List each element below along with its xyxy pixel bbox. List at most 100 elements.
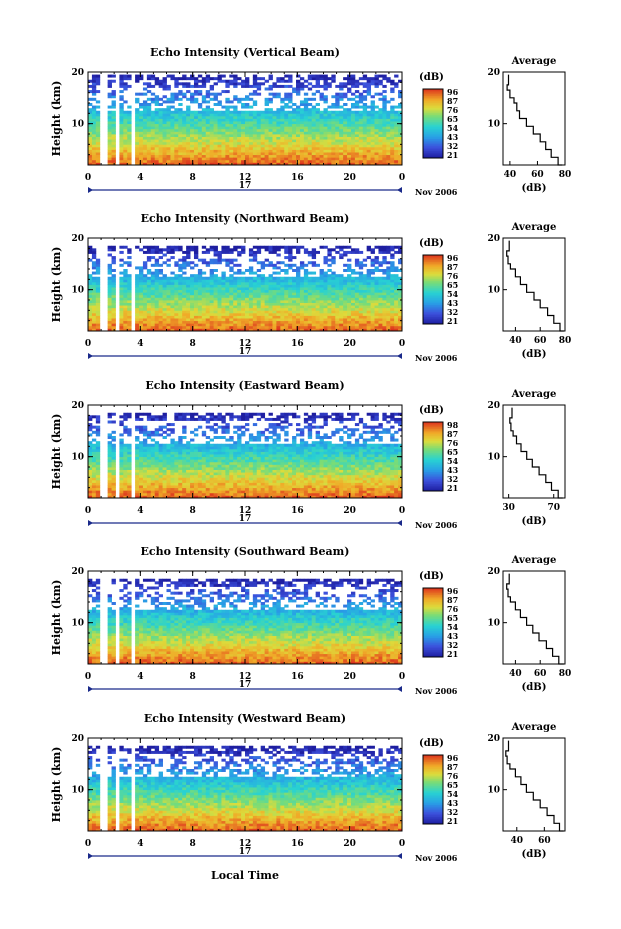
- heatmap-cell: [201, 323, 207, 327]
- heatmap-cell: [386, 297, 391, 301]
- heatmap-cell: [190, 95, 195, 99]
- heatmap-cell: [162, 108, 167, 112]
- heatmap-cell: [201, 281, 207, 285]
- heatmap-cell: [221, 136, 226, 140]
- colorbar-unit: (dB): [419, 238, 444, 249]
- heatmap-cell: [186, 248, 191, 252]
- heatmap-cell: [374, 294, 379, 298]
- heatmap-cell: [292, 279, 297, 283]
- heatmap-cell: [182, 320, 187, 324]
- heatmap-cell: [280, 154, 285, 158]
- heatmap-cell: [221, 115, 226, 119]
- heatmap-cell: [264, 325, 269, 329]
- heatmap-cell: [390, 325, 395, 329]
- heatmap-cell: [139, 323, 144, 327]
- heatmap-cell: [146, 448, 152, 452]
- heatmap-cell: [174, 487, 179, 491]
- heatmap-cell: [158, 302, 163, 306]
- heatmap-cell: [272, 131, 277, 135]
- heatmap-cell: [307, 297, 313, 301]
- heatmap-cell: [107, 139, 112, 143]
- heatmap-cell: [252, 289, 258, 293]
- heatmap-cell: [319, 74, 324, 78]
- heatmap-cell: [347, 131, 352, 135]
- heatmap-cell: [343, 157, 348, 161]
- heatmap-cell: [245, 281, 250, 285]
- heatmap-cell: [366, 323, 372, 327]
- heatmap-cell: [233, 287, 238, 291]
- heatmap-cell: [142, 472, 148, 476]
- heatmap-cell: [186, 131, 191, 135]
- heatmap-cell: [127, 467, 132, 470]
- heatmap-cell: [248, 123, 254, 127]
- heatmap-cell: [248, 134, 254, 137]
- heatmap-cell: [358, 279, 364, 283]
- heatmap-cell: [382, 154, 387, 158]
- heatmap-cell: [264, 258, 269, 262]
- heatmap-cell: [296, 302, 301, 306]
- heatmap-cell: [186, 141, 191, 145]
- heatmap-cell: [382, 300, 387, 303]
- average-title: Average: [511, 56, 557, 67]
- heatmap-cell: [390, 269, 395, 272]
- heatmap-cell: [146, 477, 152, 481]
- heatmap-cell: [311, 144, 317, 148]
- heatmap-cell: [276, 261, 281, 265]
- heatmap-cell: [162, 477, 167, 481]
- heatmap-cell: [119, 113, 124, 117]
- heatmap-cell: [390, 146, 395, 150]
- heatmap-cell: [378, 305, 383, 309]
- heatmap-cell: [135, 425, 140, 429]
- heatmap-cell: [197, 315, 203, 319]
- heatmap-cell: [280, 128, 285, 132]
- heatmap-cell: [178, 312, 183, 316]
- heatmap-cell: [95, 456, 101, 460]
- heatmap-cell: [296, 162, 301, 166]
- heatmap-cell: [170, 248, 175, 252]
- heatmap-cell: [225, 281, 230, 285]
- heatmap-cell: [245, 113, 250, 117]
- heatmap-cell: [225, 108, 230, 112]
- heatmap-cell: [311, 302, 317, 306]
- heatmap-cell: [311, 136, 317, 140]
- heatmap-cell: [347, 266, 352, 270]
- heatmap-cell: [95, 482, 101, 486]
- heatmap-cell: [217, 297, 222, 301]
- heatmap-cell: [237, 305, 242, 309]
- heatmap-cell: [299, 276, 305, 280]
- heatmap-cell: [350, 97, 356, 101]
- heatmap-cell: [350, 162, 356, 166]
- heatmap-cell: [190, 276, 195, 280]
- heatmap-cell: [154, 100, 160, 104]
- heatmap-cell: [205, 281, 211, 285]
- heatmap-cell: [319, 146, 324, 150]
- heatmap-cell: [288, 110, 293, 114]
- heatmap-cell: [386, 159, 391, 163]
- heatmap-cell: [347, 108, 352, 112]
- heatmap-cell: [260, 131, 266, 135]
- heatmap-cell: [303, 276, 309, 280]
- heatmap-cell: [127, 115, 132, 119]
- heatmap-cell: [370, 146, 375, 150]
- heatmap-cell: [390, 263, 395, 267]
- heatmap-cell: [252, 115, 258, 119]
- heatmap-cell: [303, 269, 309, 272]
- heatmap-cell: [296, 294, 301, 298]
- heatmap-cell: [378, 320, 383, 324]
- heatmap-cell: [146, 97, 152, 101]
- heatmap-cell: [127, 287, 132, 291]
- heatmap-cell: [264, 302, 269, 306]
- heatmap-cell: [119, 276, 124, 280]
- heatmap-cell: [260, 315, 266, 319]
- heatmap-cell: [150, 123, 156, 127]
- heatmap-cell: [331, 305, 336, 309]
- chart-title: Echo Intensity (Eastward Beam): [145, 379, 344, 392]
- heatmap-cell: [237, 320, 242, 324]
- colorbar-segment: [423, 137, 443, 140]
- heatmap-cell: [394, 297, 399, 301]
- heatmap-cell: [284, 162, 289, 166]
- heatmap-cell: [358, 307, 364, 311]
- heatmap-cell: [142, 318, 148, 322]
- heatmap-cell: [311, 250, 317, 254]
- heatmap-cell: [272, 92, 277, 96]
